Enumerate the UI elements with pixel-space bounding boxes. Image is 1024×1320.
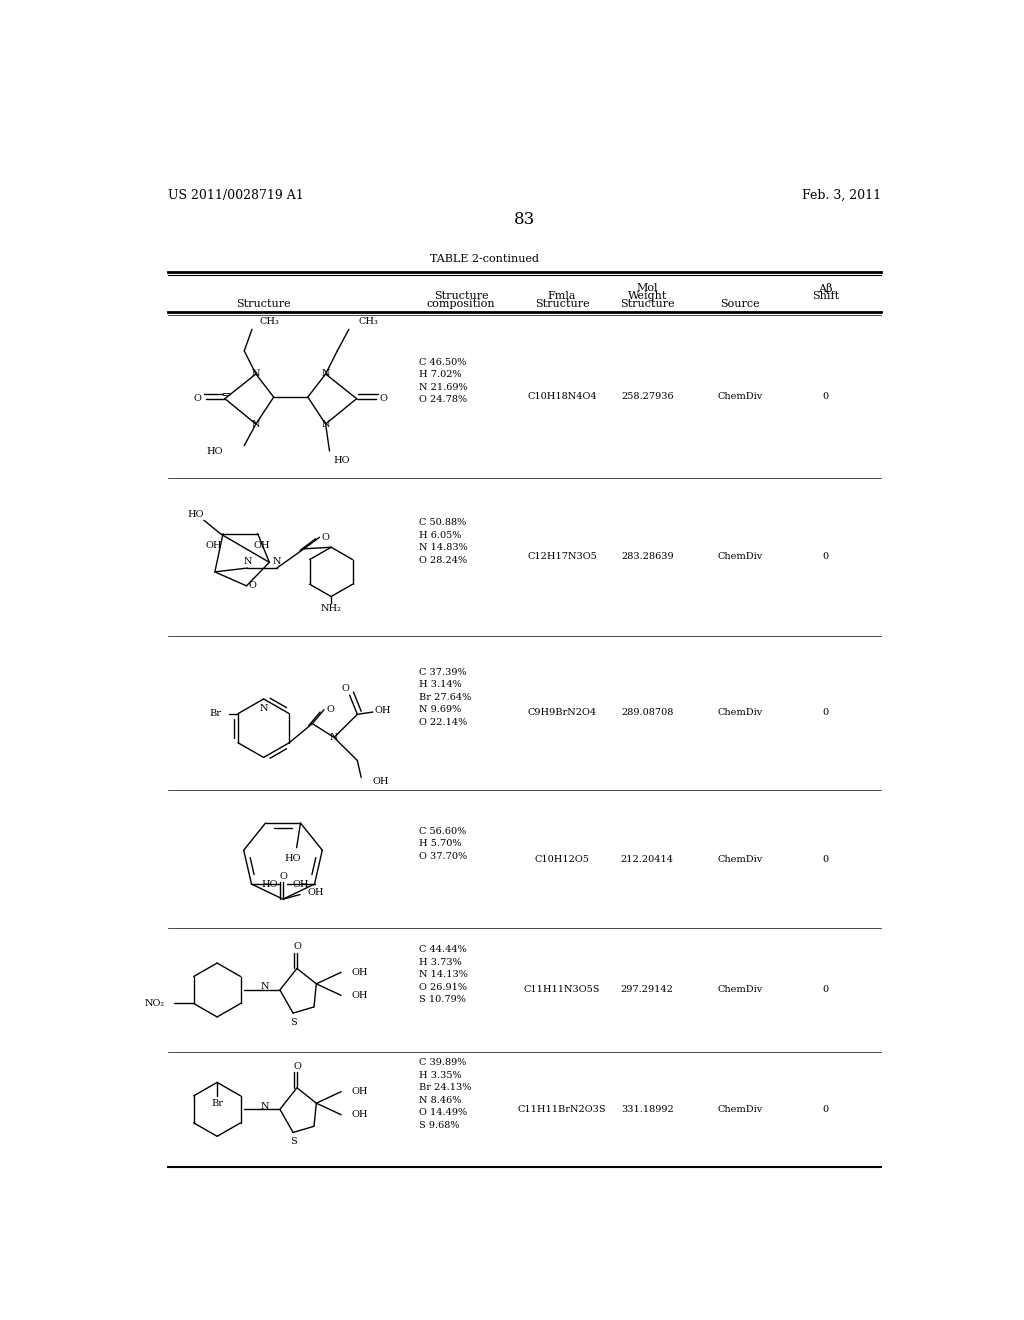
Text: Shift: Shift — [812, 290, 839, 301]
Text: 289.08708: 289.08708 — [622, 709, 674, 717]
Text: OH: OH — [352, 1088, 369, 1096]
Text: CH₃: CH₃ — [358, 317, 378, 326]
Text: N: N — [252, 420, 260, 429]
Text: 283.28639: 283.28639 — [621, 552, 674, 561]
Text: 0: 0 — [822, 552, 828, 561]
Text: OH: OH — [206, 541, 222, 550]
Text: O: O — [380, 395, 388, 403]
Text: OH: OH — [352, 991, 369, 999]
Text: N: N — [252, 370, 260, 379]
Text: Structure: Structure — [620, 298, 675, 309]
Text: 0: 0 — [822, 1105, 828, 1114]
Text: C10H18N4O4: C10H18N4O4 — [527, 392, 597, 401]
Text: HO: HO — [206, 447, 222, 457]
Text: N: N — [272, 557, 282, 566]
Text: Mol: Mol — [637, 284, 658, 293]
Text: N: N — [260, 982, 268, 991]
Text: C 44.44%
H 3.73%
N 14.13%
O 26.91%
S 10.79%: C 44.44% H 3.73% N 14.13% O 26.91% S 10.… — [419, 945, 468, 1005]
Text: Br: Br — [209, 709, 221, 718]
Text: OH: OH — [293, 879, 309, 888]
Text: C11H11N3O5S: C11H11N3O5S — [523, 986, 600, 994]
Text: NO₂: NO₂ — [144, 999, 165, 1008]
Text: OH: OH — [375, 706, 391, 715]
Text: N: N — [259, 704, 268, 713]
Text: OH: OH — [372, 777, 388, 785]
Text: Structure: Structure — [434, 290, 488, 301]
Text: OH: OH — [352, 1110, 369, 1119]
Text: ChemDiv: ChemDiv — [718, 392, 763, 401]
Text: Aβ: Aβ — [818, 284, 833, 294]
Text: NH₂: NH₂ — [321, 603, 342, 612]
Text: 297.29142: 297.29142 — [621, 986, 674, 994]
Text: 331.18992: 331.18992 — [621, 1105, 674, 1114]
Text: 83: 83 — [514, 211, 536, 228]
Text: 212.20414: 212.20414 — [621, 854, 674, 863]
Text: ChemDiv: ChemDiv — [718, 854, 763, 863]
Text: N: N — [260, 1102, 268, 1110]
Text: O: O — [293, 942, 301, 952]
Text: O: O — [249, 581, 257, 590]
Text: N: N — [322, 420, 330, 429]
Text: 258.27936: 258.27936 — [621, 392, 674, 401]
Text: C 56.60%
H 5.70%
O 37.70%: C 56.60% H 5.70% O 37.70% — [419, 826, 467, 861]
Text: Structure: Structure — [535, 298, 590, 309]
Text: OH: OH — [253, 541, 269, 550]
Text: O: O — [342, 685, 349, 693]
Text: OH: OH — [352, 968, 369, 977]
Text: C10H12O5: C10H12O5 — [535, 854, 590, 863]
Text: ChemDiv: ChemDiv — [718, 709, 763, 717]
Text: TABLE 2-continued: TABLE 2-continued — [430, 253, 540, 264]
Text: C 46.50%
H 7.02%
N 21.69%
O 24.78%: C 46.50% H 7.02% N 21.69% O 24.78% — [419, 358, 467, 404]
Text: C12H17N3O5: C12H17N3O5 — [527, 552, 597, 561]
Text: Br: Br — [211, 1100, 223, 1109]
Text: N: N — [322, 370, 330, 379]
Text: 0: 0 — [822, 392, 828, 401]
Text: C9H9BrN2O4: C9H9BrN2O4 — [527, 709, 597, 717]
Text: 0: 0 — [822, 986, 828, 994]
Text: 0: 0 — [822, 854, 828, 863]
Text: Weight: Weight — [628, 290, 667, 301]
Text: HO: HO — [285, 854, 301, 863]
Text: N: N — [330, 733, 338, 742]
Text: C11H11BrN2O3S: C11H11BrN2O3S — [518, 1105, 606, 1114]
Text: ChemDiv: ChemDiv — [718, 986, 763, 994]
Text: composition: composition — [427, 298, 496, 309]
Text: HO: HO — [187, 510, 204, 519]
Text: O: O — [280, 871, 287, 880]
Text: O: O — [194, 395, 202, 403]
Text: Source: Source — [721, 298, 760, 309]
Text: O: O — [322, 533, 330, 541]
Text: Structure: Structure — [237, 298, 291, 309]
Text: ChemDiv: ChemDiv — [718, 552, 763, 561]
Text: =: = — [222, 389, 231, 400]
Text: C 50.88%
H 6.05%
N 14.83%
O 28.24%: C 50.88% H 6.05% N 14.83% O 28.24% — [419, 519, 467, 565]
Text: N: N — [243, 557, 252, 566]
Text: HO: HO — [261, 879, 279, 888]
Text: C 39.89%
H 3.35%
Br 24.13%
N 8.46%
O 14.49%
S 9.68%: C 39.89% H 3.35% Br 24.13% N 8.46% O 14.… — [419, 1059, 471, 1130]
Text: CH₃: CH₃ — [260, 317, 280, 326]
Text: S: S — [290, 1138, 297, 1146]
Text: 0: 0 — [822, 709, 828, 717]
Text: Fmla: Fmla — [548, 290, 577, 301]
Text: S: S — [290, 1018, 297, 1027]
Text: Feb. 3, 2011: Feb. 3, 2011 — [802, 189, 882, 202]
Text: US 2011/0028719 A1: US 2011/0028719 A1 — [168, 189, 304, 202]
Text: C 37.39%
H 3.14%
Br 27.64%
N 9.69%
O 22.14%: C 37.39% H 3.14% Br 27.64% N 9.69% O 22.… — [419, 668, 471, 727]
Text: O: O — [327, 705, 334, 714]
Text: ChemDiv: ChemDiv — [718, 1105, 763, 1114]
Text: HO: HO — [334, 455, 350, 465]
Text: O: O — [293, 1061, 301, 1071]
Text: OH: OH — [308, 888, 325, 898]
